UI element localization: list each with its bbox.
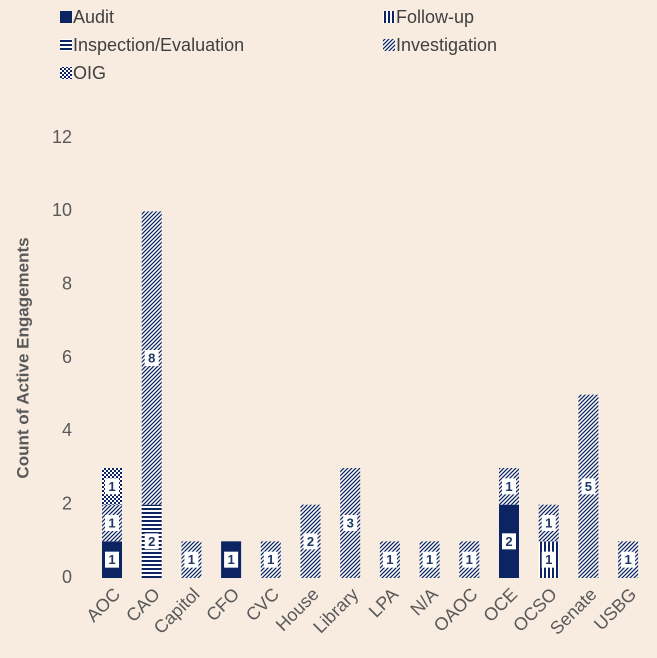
legend-swatch [60,67,72,79]
y-tick-label: 0 [62,567,72,587]
x-tick-label: LPA [365,584,402,621]
value-label: 1 [624,552,631,567]
value-label-bg [541,515,556,531]
value-label: 1 [108,479,115,494]
value-label-bg [581,478,596,495]
value-label-bg [502,533,516,550]
value-label-bg [462,551,477,568]
value-label: 2 [307,534,314,549]
x-tick-label: Capitol [150,584,204,638]
value-label: 8 [148,350,155,365]
y-axis-label: Count of Active Engagements [13,237,32,478]
value-label: 1 [108,552,115,567]
value-label-bg [105,478,119,495]
value-label: 1 [386,552,393,567]
y-tick-label: 4 [62,420,72,440]
value-label-bg [184,551,199,568]
value-label-bg [105,515,119,531]
value-label-bg [621,551,636,568]
value-label-bg [144,533,159,550]
value-label-bg [541,551,556,568]
x-tick-label: Library [309,584,362,637]
legend-swatch [60,11,72,23]
value-label-bg [422,551,437,568]
x-tick-label: CFO [202,584,243,625]
x-tick-label: AOC [82,584,124,626]
value-label-bg [224,551,239,568]
legend-label: OIG [73,63,106,83]
value-label-bg [263,551,278,568]
value-label: 2 [505,534,512,549]
value-label: 1 [545,515,552,530]
legend-swatch [383,39,395,51]
value-label: 1 [108,515,115,530]
value-label: 1 [267,552,274,567]
value-label: 1 [188,552,195,567]
y-tick-label: 6 [62,347,72,367]
value-label: 1 [227,552,234,567]
legend-label: Investigation [396,35,497,55]
y-tick-label: 2 [62,493,72,513]
legend-label: Follow-up [396,7,474,27]
legend-swatch [383,11,395,23]
value-label-bg [382,551,397,568]
legend-label: Audit [73,7,114,27]
value-label: 1 [426,552,433,567]
value-label-bg [502,478,516,495]
value-label: 2 [148,534,155,549]
x-tick-label: OAOC [430,584,482,636]
value-label-bg [144,350,159,366]
y-tick-label: 8 [62,273,72,293]
legend-label: Inspection/Evaluation [73,35,244,55]
value-label: 1 [545,552,552,567]
x-tick-label: USBG [590,584,640,634]
legend-swatch [60,39,72,51]
value-label: 1 [505,479,512,494]
value-label: 5 [585,479,592,494]
y-tick-label: 10 [52,200,72,220]
value-label-bg [105,551,119,568]
value-label: 1 [466,552,473,567]
value-label-bg [303,533,318,550]
y-tick-label: 12 [52,127,72,147]
value-label: 3 [347,515,354,530]
value-label-bg [343,515,358,531]
